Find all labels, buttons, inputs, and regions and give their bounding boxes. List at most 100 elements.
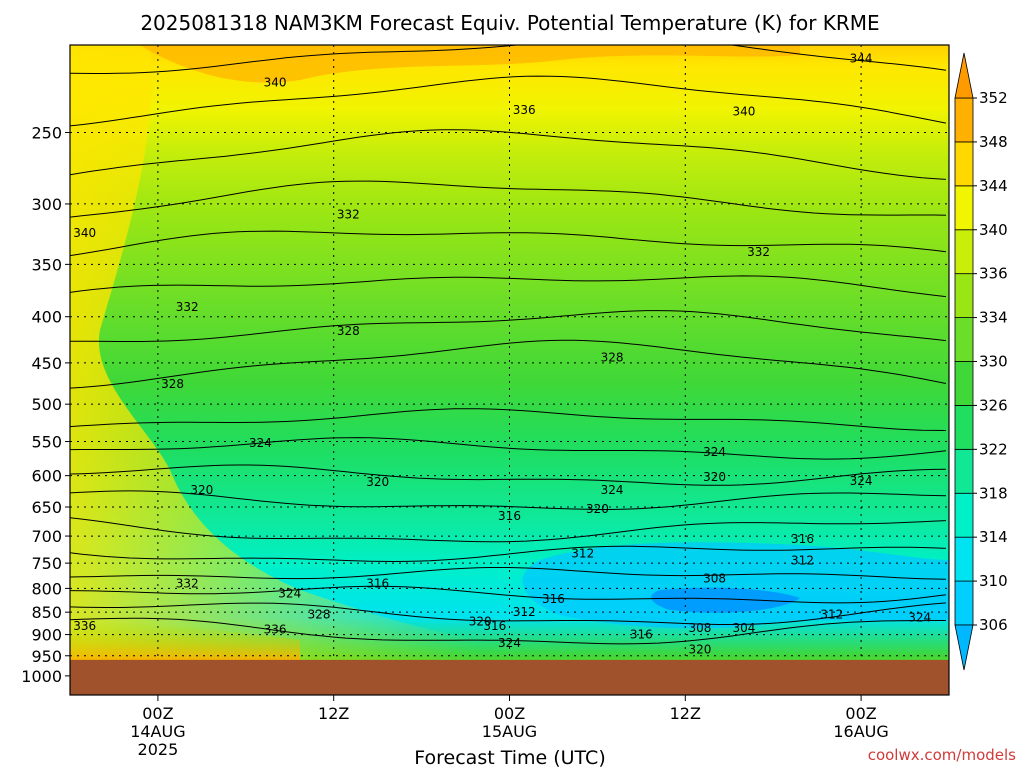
contour-label: 312 <box>791 553 814 567</box>
y-tick-label: 1000 <box>21 667 62 686</box>
warm-top-region <box>140 45 800 83</box>
contour-label: 320 <box>688 643 711 657</box>
contour-line <box>70 545 947 563</box>
x-axis-label: Forecast Time (UTC) <box>414 747 605 768</box>
x-tick-label: 12Z <box>318 704 349 723</box>
colorbar-tick-label: 348 <box>979 133 1008 151</box>
contour-label-text: 316 <box>630 628 653 642</box>
contour-label-text: 324 <box>498 636 521 650</box>
contour-label-text: 344 <box>850 51 873 65</box>
contour-label-text: 336 <box>264 622 287 636</box>
colorbar: 306 310 314 318 322 326 330 334 336 340 344 348 352 <box>954 52 1008 671</box>
contour-label: 324 <box>703 445 726 459</box>
contour-label-text: 324 <box>249 436 272 450</box>
contour-label-text: 316 <box>498 509 521 523</box>
colorbar-swatch <box>954 536 974 582</box>
contour-label: 316 <box>791 532 814 546</box>
x-tick-label: 2025 <box>138 740 179 759</box>
y-tick-label: 900 <box>31 626 62 645</box>
y-tick-label: 800 <box>31 579 62 598</box>
colorbar-swatch <box>954 492 974 538</box>
contour-line <box>70 230 947 257</box>
colorbar-tick-label: 344 <box>979 177 1008 195</box>
contour-label: 328 <box>601 351 624 365</box>
contour-label: 308 <box>703 571 726 585</box>
colorbar-swatch <box>954 141 974 187</box>
colorbar-tick-label: 310 <box>979 572 1008 590</box>
contour-label-text: 328 <box>601 351 624 365</box>
contour-line <box>70 567 947 580</box>
contour-line <box>70 339 947 389</box>
contour-label-text: 332 <box>176 300 199 314</box>
contour-label: 332 <box>176 576 199 590</box>
contour-label: 328 <box>161 377 184 391</box>
contour-label-text: 332 <box>337 207 360 221</box>
contour-label-text: 336 <box>73 619 96 633</box>
contour-label-text: 312 <box>791 553 814 567</box>
contour-label-text: 324 <box>278 586 301 600</box>
contour-label-text: 332 <box>747 245 770 259</box>
contour-label: 324 <box>278 586 301 600</box>
contour-label: 328 <box>308 607 331 621</box>
contour-label-text: 324 <box>601 483 624 497</box>
y-tick-label: 700 <box>31 527 62 546</box>
ground-surface <box>70 659 949 695</box>
colorbar-swatch <box>954 580 974 626</box>
credit-text: coolwx.com/models <box>868 746 1016 764</box>
contour-label-text: 304 <box>732 621 755 635</box>
contour-label-text: 324 <box>908 611 931 625</box>
colorbar-tick-label: 306 <box>979 616 1008 634</box>
colorbar-tick-label: 314 <box>979 528 1008 546</box>
contour-label-text: 328 <box>308 607 331 621</box>
contour-label-text: 320 <box>586 502 609 516</box>
y-tick-label: 950 <box>31 647 62 666</box>
contour-label-text: 340 <box>73 226 96 240</box>
contour-label-text: 320 <box>190 483 213 497</box>
contour-label: 316 <box>498 509 521 523</box>
contour-label: 324 <box>249 436 272 450</box>
contour-label: 324 <box>601 483 624 497</box>
colorbar-top-arrow <box>954 52 974 99</box>
y-tick-label: 300 <box>31 195 62 214</box>
y-tick-label: 600 <box>31 467 62 486</box>
contour-label: 320 <box>586 502 609 516</box>
colorbar-tick-label: 340 <box>979 221 1008 239</box>
y-axis: 250 300 350 400 450 500 550 600 650 700 750 800 850 9… <box>21 123 70 686</box>
contour-lines <box>70 45 947 645</box>
contour-label-text: 320 <box>366 475 389 489</box>
contour-label: 312 <box>513 605 536 619</box>
contour-label-text: 312 <box>571 547 594 561</box>
contour-label-text: 340 <box>264 75 287 89</box>
warm-low-band <box>70 620 300 660</box>
contour-label: 340 <box>264 75 287 89</box>
contour-line <box>70 180 947 218</box>
chart-title: 2025081318 NAM3KM Forecast Equiv. Potent… <box>140 11 879 35</box>
colorbar-tick-label: 322 <box>979 440 1008 458</box>
x-tick-label: 14AUG <box>130 722 185 741</box>
contour-label-text: 320 <box>688 643 711 657</box>
colorbar-tick-label: 336 <box>979 265 1008 283</box>
contour-label-text: 328 <box>161 377 184 391</box>
contour-label: 344 <box>850 51 873 65</box>
contour-label: 308 <box>688 621 711 635</box>
contour-line <box>70 275 947 298</box>
x-tick-label: 15AUG <box>482 722 537 741</box>
colorbar-swatch <box>954 405 974 450</box>
contour-label-text: 316 <box>366 576 389 590</box>
contour-label-text: 336 <box>513 103 536 117</box>
contour-line <box>70 585 947 604</box>
contour-labels: 344 340 336 340 340 332 332 332 328 328 328 324 324 3… <box>73 51 931 657</box>
contour-label: 340 <box>732 105 755 119</box>
contour-label-text: 328 <box>337 324 360 338</box>
y-tick-label: 450 <box>31 354 62 373</box>
contour-label: 320 <box>366 475 389 489</box>
colorbar-swatch <box>954 361 974 406</box>
contour-label: 336 <box>73 619 96 633</box>
coldest-core <box>651 587 800 613</box>
contour-label-text: 316 <box>483 619 506 633</box>
warm-left-region <box>70 45 480 660</box>
contour-label: 336 <box>513 103 536 117</box>
colorbar-swatch <box>954 273 974 318</box>
cold-pool-region <box>522 542 949 629</box>
